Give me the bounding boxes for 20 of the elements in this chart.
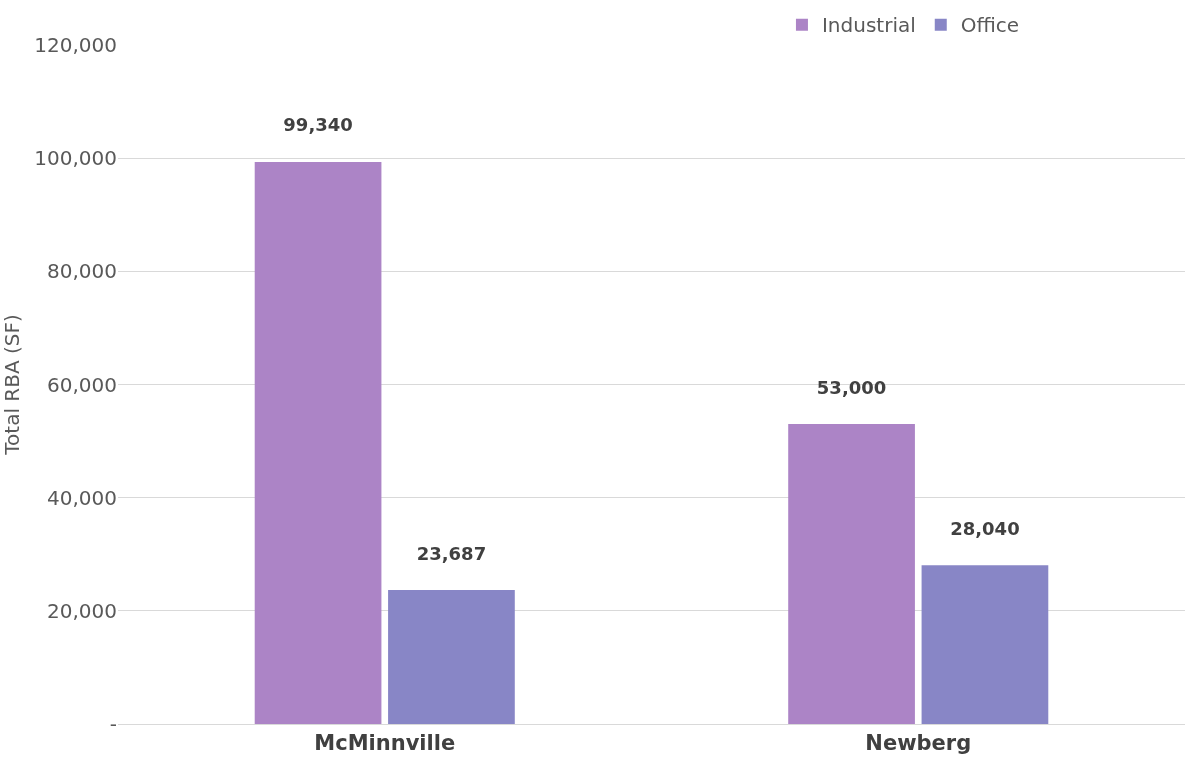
y-tick-label: -: [109, 712, 117, 736]
y-axis-title: Total RBA (SF): [0, 314, 24, 456]
data-label: 99,340: [283, 114, 353, 136]
y-tick-label: 100,000: [34, 146, 117, 171]
y-tick-label: 120,000: [34, 33, 117, 57]
y-tick-label: 60,000: [47, 372, 117, 397]
bar: [921, 565, 1049, 724]
y-tick-label: 80,000: [47, 259, 117, 284]
y-tick-label: 40,000: [47, 485, 117, 510]
data-label: 23,687: [416, 542, 487, 564]
legend-label: Office: [960, 13, 1020, 38]
bar: [254, 161, 382, 724]
bar: [788, 424, 915, 724]
y-tick-label: 20,000: [47, 598, 117, 623]
legend-label: Industrial: [821, 13, 916, 38]
bar: [388, 589, 515, 724]
x-tick-label: Newberg: [865, 731, 972, 756]
x-tick-label: McMinnville: [314, 731, 456, 756]
data-label: 53,000: [816, 376, 887, 398]
data-label: 28,040: [950, 517, 1020, 539]
